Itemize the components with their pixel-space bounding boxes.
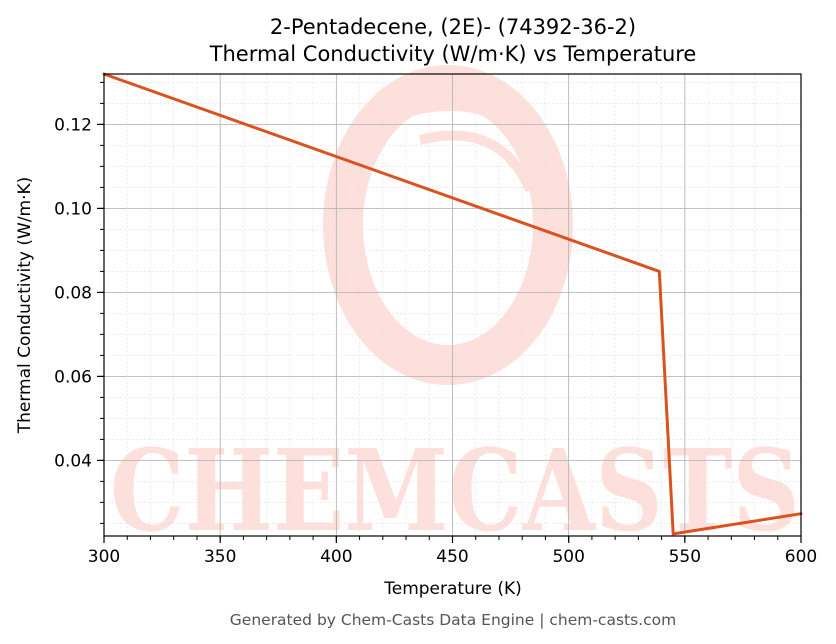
y-tick-label: 0.08 bbox=[54, 283, 92, 303]
x-tick-label: 450 bbox=[436, 547, 468, 567]
watermark-logo-icon bbox=[323, 65, 573, 385]
x-tick-label: 300 bbox=[88, 547, 120, 567]
y-axis-label: Thermal Conductivity (W/m·K) bbox=[15, 177, 35, 435]
x-tick-label: 350 bbox=[204, 547, 236, 567]
x-tick-label: 600 bbox=[785, 547, 817, 567]
y-tick-label: 0.04 bbox=[54, 451, 92, 471]
y-axis-ticks: 0.04 0.06 0.08 0.10 0.12 bbox=[54, 81, 104, 524]
y-tick-label: 0.10 bbox=[54, 199, 92, 219]
chart-title: 2-Pentadecene, (2E)- (74392-36-2) bbox=[270, 15, 636, 39]
watermark: CHEMCASTS bbox=[110, 65, 800, 557]
chart-subtitle: Thermal Conductivity (W/m·K) vs Temperat… bbox=[209, 42, 697, 66]
watermark-text: CHEMCASTS bbox=[110, 426, 800, 557]
x-tick-label: 400 bbox=[320, 547, 352, 567]
y-tick-label: 0.12 bbox=[54, 115, 92, 135]
x-tick-label: 500 bbox=[552, 547, 584, 567]
x-axis-label: Temperature (K) bbox=[383, 579, 522, 599]
series-line bbox=[102, 72, 803, 536]
x-axis-ticks: 300 350 400 450 500 550 600 bbox=[88, 536, 817, 567]
series-layer bbox=[102, 72, 803, 536]
y-tick-label: 0.06 bbox=[54, 367, 92, 387]
x-tick-label: 550 bbox=[669, 547, 701, 567]
footer-credit: Generated by Chem-Casts Data Engine | ch… bbox=[230, 611, 676, 629]
